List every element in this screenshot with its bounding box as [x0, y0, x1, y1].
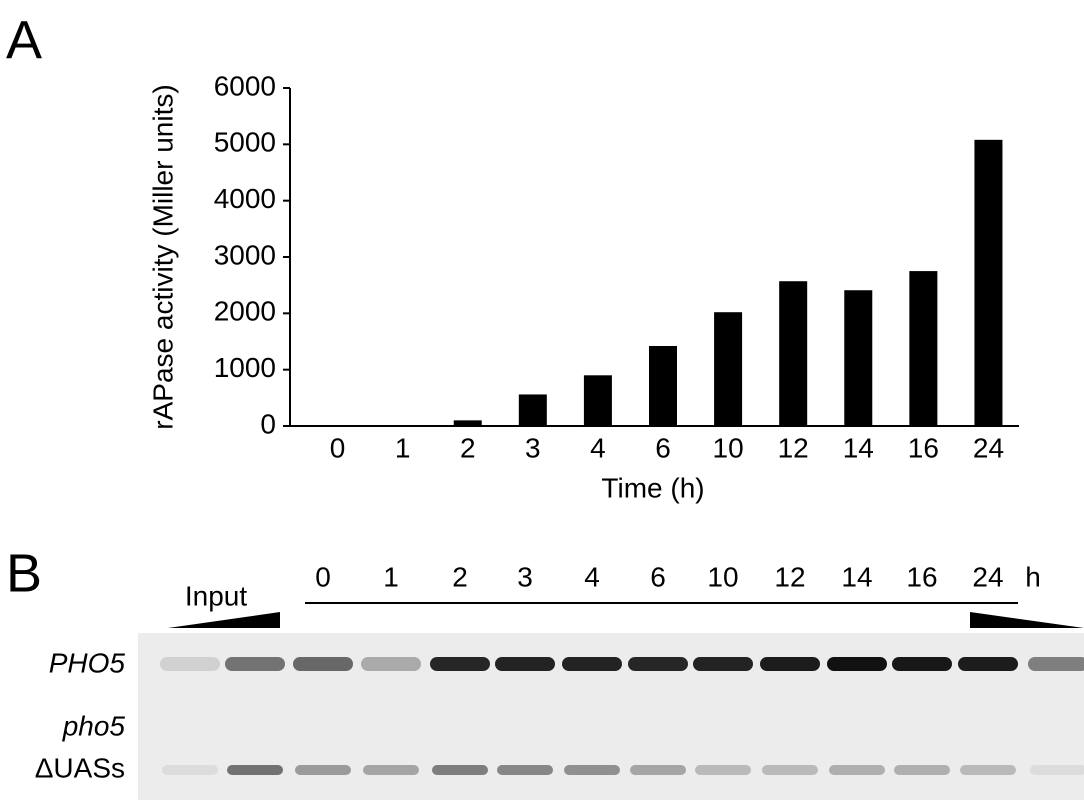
panel-label: B: [6, 543, 42, 603]
y-tick-label: 2000: [214, 296, 276, 327]
row-label: pho5: [62, 710, 126, 741]
y-tick-label: 1000: [214, 352, 276, 383]
x-tick-label: 10: [713, 432, 744, 463]
bar: [519, 394, 547, 426]
row-label: PHO5: [49, 647, 126, 678]
bar: [649, 346, 677, 426]
x-tick-label: 0: [330, 432, 346, 463]
lane-label: 4: [584, 561, 600, 592]
y-axis-label: rAPase activity (Miller units): [147, 84, 178, 429]
band: [1030, 765, 1084, 775]
lane-label: 2: [452, 561, 468, 592]
band: [432, 765, 488, 775]
band: [564, 765, 620, 775]
row-sublabel: ΔUASs: [35, 752, 125, 783]
band: [225, 657, 285, 671]
bar: [454, 420, 482, 426]
band: [693, 657, 753, 671]
band: [628, 657, 688, 671]
x-tick-label: 12: [778, 432, 809, 463]
band: [894, 765, 950, 775]
bar: [909, 271, 937, 426]
band: [295, 765, 351, 775]
x-tick-label: 1: [395, 432, 411, 463]
y-tick-label: 4000: [214, 183, 276, 214]
figure: A rAPase activity (Miller units) Time (h…: [0, 0, 1084, 800]
lane-label: 0: [315, 561, 331, 592]
input-label: Input: [185, 580, 247, 611]
x-tick-label: 14: [843, 432, 874, 463]
band: [430, 657, 490, 671]
band: [363, 765, 419, 775]
band: [495, 657, 555, 671]
band: [960, 765, 1016, 775]
band: [695, 765, 751, 775]
bar: [714, 312, 742, 426]
bar: [779, 281, 807, 426]
y-tick-label: 5000: [214, 127, 276, 158]
y-tick-label: 3000: [214, 239, 276, 270]
input-wedge: [168, 612, 280, 628]
lane-label: 3: [517, 561, 533, 592]
bar: [584, 375, 612, 426]
band: [162, 765, 218, 775]
y-tick-label: 0: [260, 408, 276, 439]
y-tick-label: 6000: [214, 70, 276, 101]
x-tick-label: 16: [908, 432, 939, 463]
lane-label: 1: [383, 561, 399, 592]
lane-label: 10: [707, 561, 738, 592]
band: [827, 657, 887, 671]
unit-label: h: [1025, 561, 1041, 592]
band: [562, 657, 622, 671]
lane-label: 14: [841, 561, 872, 592]
x-tick-label: 3: [525, 432, 541, 463]
band: [293, 657, 353, 671]
x-tick-label: 2: [460, 432, 476, 463]
band: [1028, 657, 1084, 671]
lane-label: 12: [774, 561, 805, 592]
band: [160, 657, 220, 671]
panel-label: A: [6, 10, 42, 70]
dilution-wedge: [970, 612, 1084, 628]
x-axis-label: Time (h): [601, 472, 704, 503]
lane-label: 6: [650, 561, 666, 592]
lane-label: 24: [972, 561, 1003, 592]
band: [892, 657, 952, 671]
x-tick-label: 6: [655, 432, 671, 463]
x-tick-label: 4: [590, 432, 606, 463]
band: [227, 765, 283, 775]
bar: [844, 290, 872, 426]
x-tick-label: 24: [973, 432, 1004, 463]
band: [497, 765, 553, 775]
band: [829, 765, 885, 775]
band: [762, 765, 818, 775]
bar: [974, 140, 1002, 426]
band: [958, 657, 1018, 671]
band: [760, 657, 820, 671]
lane-label: 16: [906, 561, 937, 592]
band: [630, 765, 686, 775]
band: [361, 657, 421, 671]
